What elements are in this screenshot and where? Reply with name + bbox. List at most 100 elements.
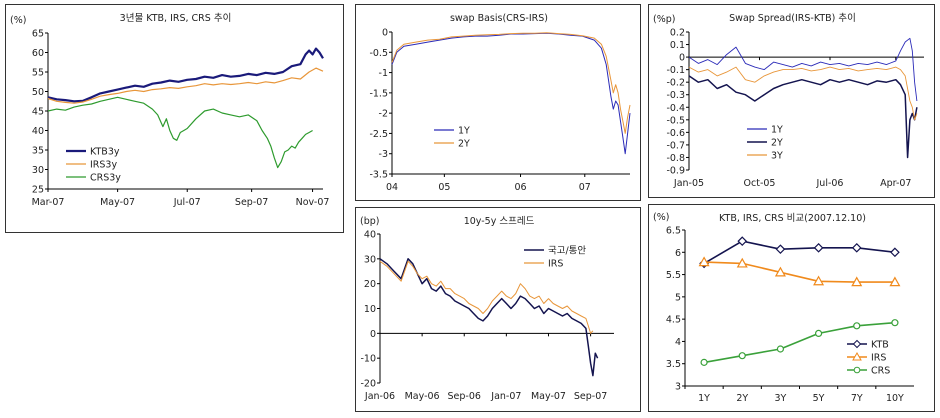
y-tick-label: 25 bbox=[32, 185, 44, 196]
y-tick-label: 30 bbox=[32, 165, 44, 176]
y-tick-label: -0.4 bbox=[666, 103, 685, 114]
y-tick-label: -3.5 bbox=[369, 170, 388, 181]
data-point-marker bbox=[889, 276, 901, 287]
series-line bbox=[379, 260, 594, 334]
x-tick-label: Sep-07 bbox=[235, 197, 268, 208]
legend-label: KTB bbox=[871, 340, 889, 351]
y-tick-label: -0.8 bbox=[666, 153, 685, 164]
x-tick-label: Jan-07 bbox=[490, 391, 521, 402]
x-tick-label: 3Y bbox=[774, 393, 786, 404]
y-tick-label: 5 bbox=[675, 292, 681, 303]
y-tick-label: 4 bbox=[675, 337, 681, 348]
data-point-marker bbox=[775, 244, 786, 255]
y-tick-label: 55 bbox=[32, 68, 44, 79]
chart-panel-ktb-irs-crs-3y: 3년물 KTB, IRS, CRS 추이 (%) 25 30 35 40 45 50 55 60 6… bbox=[5, 4, 344, 233]
x-tick-label: May-07 bbox=[531, 391, 566, 402]
legend-marker bbox=[852, 339, 862, 349]
x-tick-label: 5Y bbox=[813, 393, 825, 404]
legend-label: 국고/통안 bbox=[548, 246, 586, 257]
series-line bbox=[688, 75, 918, 159]
legend-label: 1Y bbox=[458, 126, 470, 137]
x-tick-label: Mar-07 bbox=[32, 197, 65, 208]
x-tick-label: 04 bbox=[386, 182, 398, 193]
series-line bbox=[47, 47, 324, 103]
y-tick-label: 0 bbox=[382, 28, 388, 39]
data-point-marker bbox=[774, 266, 786, 277]
legend-label: IRS bbox=[871, 353, 886, 364]
data-point-marker bbox=[853, 322, 861, 330]
y-tick-label: 30 bbox=[364, 254, 376, 265]
y-tick-label: 0 bbox=[370, 329, 376, 340]
y-tick-label: -10 bbox=[360, 354, 376, 365]
legend-marker bbox=[852, 351, 862, 361]
series-line bbox=[703, 321, 895, 364]
x-tick-label: Jan-05 bbox=[673, 178, 704, 189]
legend-label: IRS3y bbox=[90, 160, 117, 171]
legend-label: CRS3y bbox=[90, 173, 121, 184]
x-tick-label: Jan-06 bbox=[364, 391, 395, 402]
y-tick-label: -20 bbox=[360, 379, 376, 390]
y-tick-label: -0.5 bbox=[666, 115, 685, 126]
y-tick-label: 3 bbox=[675, 382, 681, 393]
y-tick-label: 40 bbox=[364, 230, 376, 241]
data-point-marker bbox=[700, 358, 708, 366]
y-tick-label: 0.2 bbox=[670, 28, 685, 39]
y-tick-label: 6.5 bbox=[666, 226, 681, 237]
x-tick-label: May-07 bbox=[100, 197, 135, 208]
series-line bbox=[379, 258, 599, 377]
y-tick-label: -0.6 bbox=[666, 128, 685, 139]
y-tick-label: 45 bbox=[32, 107, 44, 118]
y-tick-label: 50 bbox=[32, 87, 44, 98]
chart-title: swap Basis(CRS-IRS) bbox=[450, 13, 548, 24]
chart-title: 10y-5y 스프레드 bbox=[464, 216, 535, 227]
x-tick-label: 7Y bbox=[851, 393, 863, 404]
x-tick-label: Jul-06 bbox=[816, 178, 844, 189]
x-tick-label: 07 bbox=[579, 182, 591, 193]
legend-marker bbox=[853, 366, 861, 374]
x-tick-label: 06 bbox=[514, 182, 526, 193]
x-tick-label: 05 bbox=[438, 182, 450, 193]
data-point-marker bbox=[813, 242, 824, 253]
series-line bbox=[703, 240, 895, 265]
y-tick-label: 35 bbox=[32, 146, 44, 157]
x-tick-label: Sep-07 bbox=[574, 391, 607, 402]
series-line bbox=[391, 32, 631, 155]
chart-panel-swap-basis: swap Basis(CRS-IRS) -3.5 -3 -2.5 -2 -1.5 -1 -0.… bbox=[355, 4, 641, 201]
data-point-marker bbox=[776, 345, 785, 353]
chart-svg-2: swap Basis(CRS-IRS) -3.5 -3 -2.5 -2 -1.5 -1 -0.… bbox=[369, 13, 631, 193]
unit-label: (%p) bbox=[653, 14, 675, 25]
series-line bbox=[391, 32, 631, 134]
x-tick-label: Apr-07 bbox=[880, 178, 911, 189]
y-tick-label: -0.3 bbox=[666, 90, 685, 101]
y-tick-label: -3 bbox=[379, 149, 388, 160]
data-point-marker bbox=[738, 352, 746, 360]
data-point-marker bbox=[736, 257, 748, 268]
y-tick-label: -2 bbox=[379, 109, 388, 120]
y-tick-label: -1.5 bbox=[369, 88, 388, 99]
data-point-marker bbox=[891, 319, 899, 327]
x-tick-label: Nov-07 bbox=[296, 197, 330, 208]
x-tick-label: 10Y bbox=[886, 393, 904, 404]
y-tick-label: 40 bbox=[32, 126, 44, 137]
y-tick-label: 0.1 bbox=[670, 40, 685, 51]
series-line bbox=[47, 96, 313, 169]
y-tick-label: -0.9 bbox=[666, 166, 685, 177]
chart-svg-1: 3년물 KTB, IRS, CRS 추이 (%) 25 30 35 40 45 50 55 60 6… bbox=[10, 13, 330, 208]
legend-label: 3Y bbox=[771, 151, 783, 162]
data-point-marker bbox=[698, 256, 710, 267]
series-line bbox=[688, 37, 918, 102]
unit-label: (bp) bbox=[360, 216, 379, 227]
legend-label: 2Y bbox=[458, 139, 470, 150]
y-tick-label: 65 bbox=[32, 29, 44, 40]
data-point-marker bbox=[813, 275, 825, 286]
data-point-marker bbox=[851, 276, 863, 287]
x-tick-label: Sep-06 bbox=[448, 391, 481, 402]
x-tick-label: 2Y bbox=[736, 393, 748, 404]
y-tick-label: 60 bbox=[32, 48, 44, 59]
x-tick-label: 1Y bbox=[698, 393, 710, 404]
series-line bbox=[47, 67, 324, 104]
legend-label: 2Y bbox=[771, 138, 783, 149]
chart-title: Swap Spread(IRS-KTB) 추이 bbox=[729, 13, 856, 24]
chart-panel-rate-comparison: KTB, IRS, CRS 비교(2007.12.10) (%) 3 3.5 4 4.5 5… bbox=[648, 204, 935, 412]
y-tick-label: 10 bbox=[364, 304, 376, 315]
